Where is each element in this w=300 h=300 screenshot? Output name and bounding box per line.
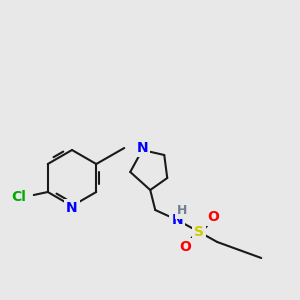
Text: N: N (66, 201, 78, 215)
Text: S: S (194, 225, 204, 239)
Text: O: O (179, 240, 191, 254)
Text: N: N (171, 213, 183, 227)
Text: H: H (177, 203, 188, 217)
Text: Cl: Cl (11, 190, 26, 204)
Text: O: O (207, 210, 219, 224)
Text: N: N (136, 141, 148, 155)
